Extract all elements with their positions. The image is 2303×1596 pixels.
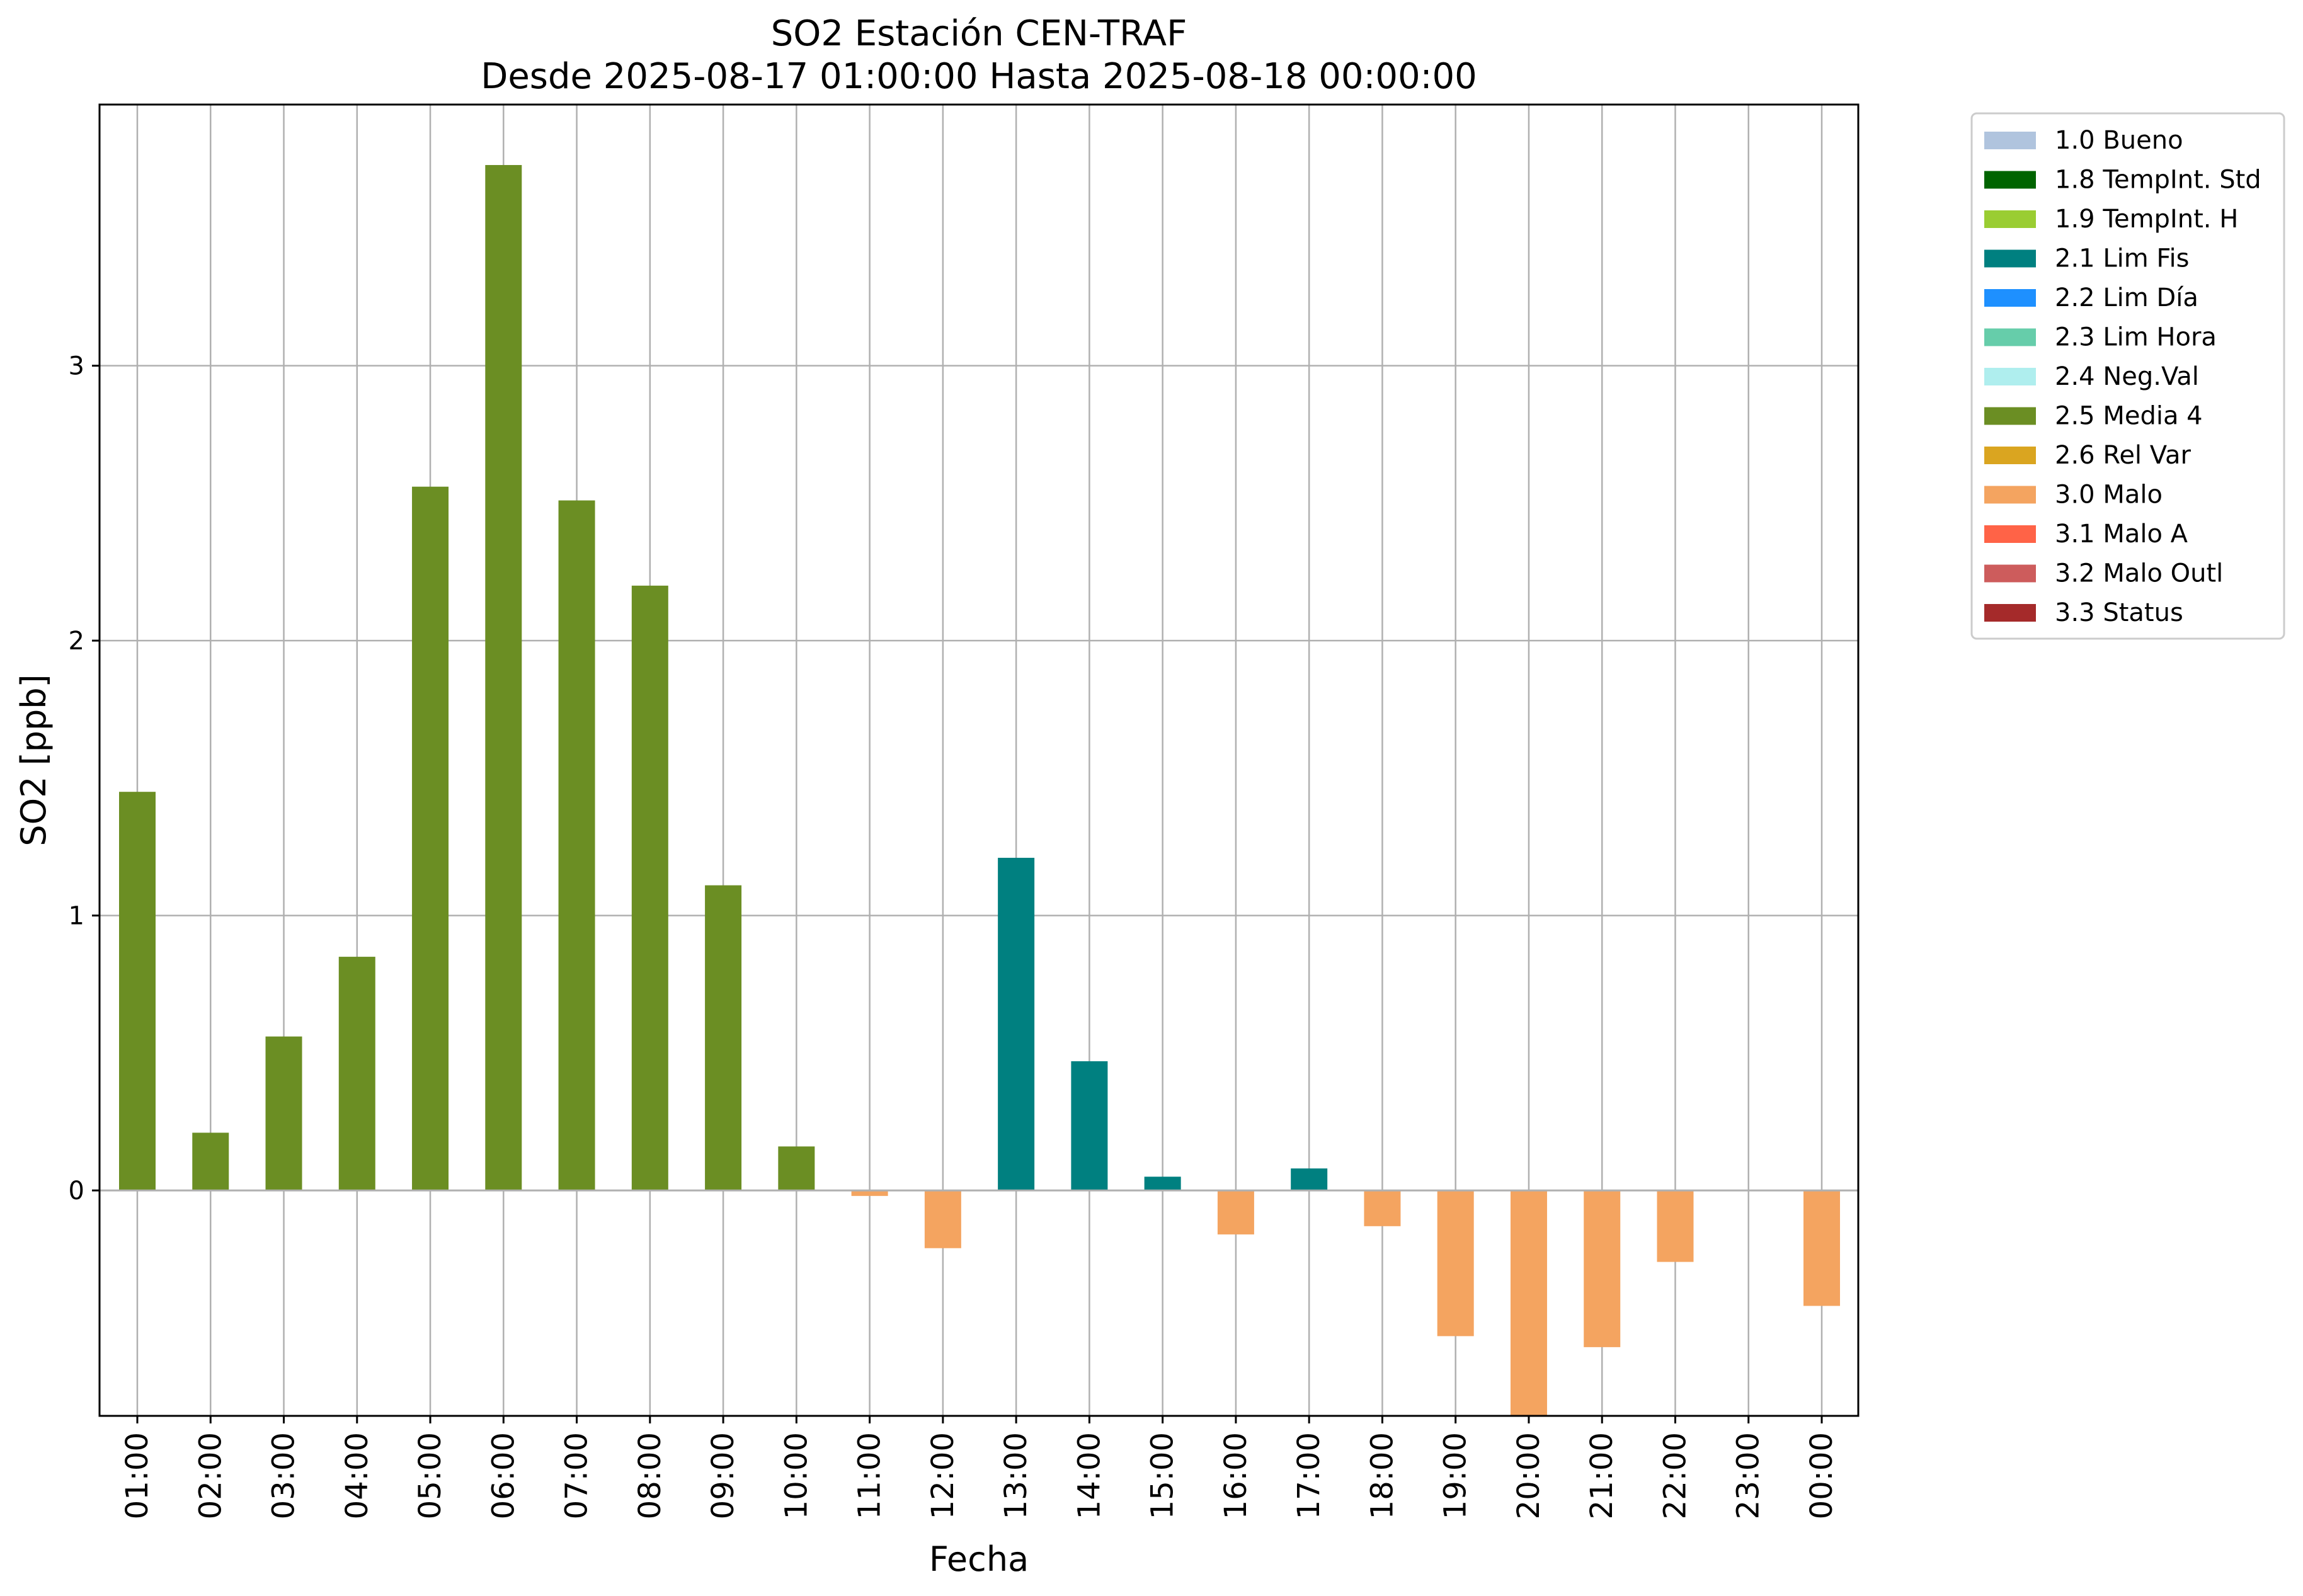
x-tick-label: 20:00 (1511, 1432, 1546, 1519)
x-tick-label: 03:00 (266, 1432, 302, 1519)
bar-1800 (1364, 1190, 1400, 1226)
legend-swatch (1984, 329, 2036, 346)
bar-2100 (1584, 1190, 1620, 1347)
x-tick-label: 08:00 (632, 1432, 668, 1519)
bar-0200 (192, 1132, 229, 1190)
bar-1600 (1218, 1190, 1254, 1234)
x-tick-label: 15:00 (1145, 1432, 1180, 1519)
legend-swatch (1984, 525, 2036, 543)
y-tick-label: 1 (69, 902, 84, 931)
legend-label: 2.3 Lim Hora (2055, 323, 2217, 352)
legend-label: 1.9 TempInt. H (2055, 205, 2238, 234)
x-tick-label: 23:00 (1731, 1432, 1766, 1519)
bar-1700 (1291, 1168, 1327, 1190)
bar-1000 (778, 1146, 814, 1190)
legend: 1.0 Bueno 1.8 TempInt. Std 1.9 TempInt. H 2… (1972, 113, 2284, 639)
legend-swatch (1984, 408, 2036, 425)
bar-0100 (119, 792, 156, 1190)
x-tick-label: 06:00 (486, 1432, 521, 1519)
legend-label: 2.2 Lim Día (2055, 283, 2198, 312)
legend-label: 2.4 Neg.Val (2055, 362, 2199, 391)
legend-label: 1.0 Bueno (2055, 126, 2183, 155)
bar-0400 (339, 957, 375, 1190)
x-tick-label: 22:00 (1657, 1432, 1693, 1519)
bar-2200 (1657, 1190, 1693, 1262)
x-tick-label: 11:00 (852, 1432, 888, 1519)
bar-0500 (412, 487, 449, 1190)
legend-swatch (1984, 250, 2036, 268)
x-tick-label: 02:00 (193, 1432, 228, 1519)
legend-label: 2.1 Lim Fis (2055, 244, 2189, 273)
legend-swatch (1984, 368, 2036, 385)
y-tick-label: 2 (69, 627, 84, 656)
bar-1500 (1145, 1177, 1181, 1190)
chart-subtitle: Desde 2025-08-17 01:00:00 Hasta 2025-08-… (481, 56, 1477, 97)
bar-0600 (485, 165, 522, 1190)
x-tick-label: 18:00 (1364, 1432, 1400, 1519)
bar-0000 (1803, 1190, 1840, 1306)
legend-label: 3.0 Malo (2055, 481, 2163, 510)
x-tick-label: 17:00 (1291, 1432, 1327, 1519)
x-tick-label: 07:00 (559, 1432, 595, 1519)
legend-label: 1.8 TempInt. Std (2055, 166, 2261, 195)
x-tick-label: 04:00 (340, 1432, 375, 1519)
legend-swatch (1984, 565, 2036, 583)
bar-0800 (632, 586, 668, 1190)
legend-swatch (1984, 604, 2036, 622)
legend-swatch (1984, 289, 2036, 307)
bar-0700 (559, 501, 595, 1191)
legend-label: 2.5 Media 4 (2055, 402, 2203, 431)
chart-title: SO2 Estación CEN-TRAF (771, 13, 1187, 54)
legend-label: 2.6 Rel Var (2055, 441, 2192, 470)
y-axis-label: SO2 [ppb] (14, 674, 54, 846)
x-tick-label: 09:00 (706, 1432, 741, 1519)
legend-label: 3.3 Status (2055, 598, 2183, 627)
bar-1300 (998, 858, 1034, 1190)
legend-swatch (1984, 171, 2036, 189)
x-tick-label: 13:00 (998, 1432, 1034, 1519)
bar-1400 (1071, 1061, 1107, 1190)
x-axis-label: Fecha (929, 1539, 1029, 1579)
legend-label: 3.1 Malo A (2055, 520, 2188, 549)
x-tick-label: 01:00 (120, 1432, 155, 1519)
bar-1900 (1437, 1190, 1474, 1336)
legend-label: 3.2 Malo Outl (2055, 559, 2223, 588)
y-tick-label: 0 (69, 1177, 84, 1206)
bar-2000 (1511, 1190, 1547, 1416)
legend-swatch (1984, 132, 2036, 149)
legend-swatch (1984, 210, 2036, 228)
bar-1200 (925, 1190, 961, 1248)
x-tick-label: 05:00 (413, 1432, 448, 1519)
legend-swatch (1984, 447, 2036, 464)
x-tick-label: 16:00 (1218, 1432, 1254, 1519)
bar-0300 (266, 1037, 302, 1190)
x-tick-label: 21:00 (1584, 1432, 1620, 1519)
legend-swatch (1984, 486, 2036, 504)
x-tick-label: 19:00 (1438, 1432, 1473, 1519)
x-tick-label: 12:00 (925, 1432, 961, 1519)
x-tick-label: 00:00 (1804, 1432, 1839, 1519)
x-tick-label: 14:00 (1071, 1432, 1107, 1519)
x-tick-label: 10:00 (779, 1432, 814, 1519)
bar-0900 (705, 886, 741, 1190)
y-tick-label: 3 (69, 352, 84, 381)
